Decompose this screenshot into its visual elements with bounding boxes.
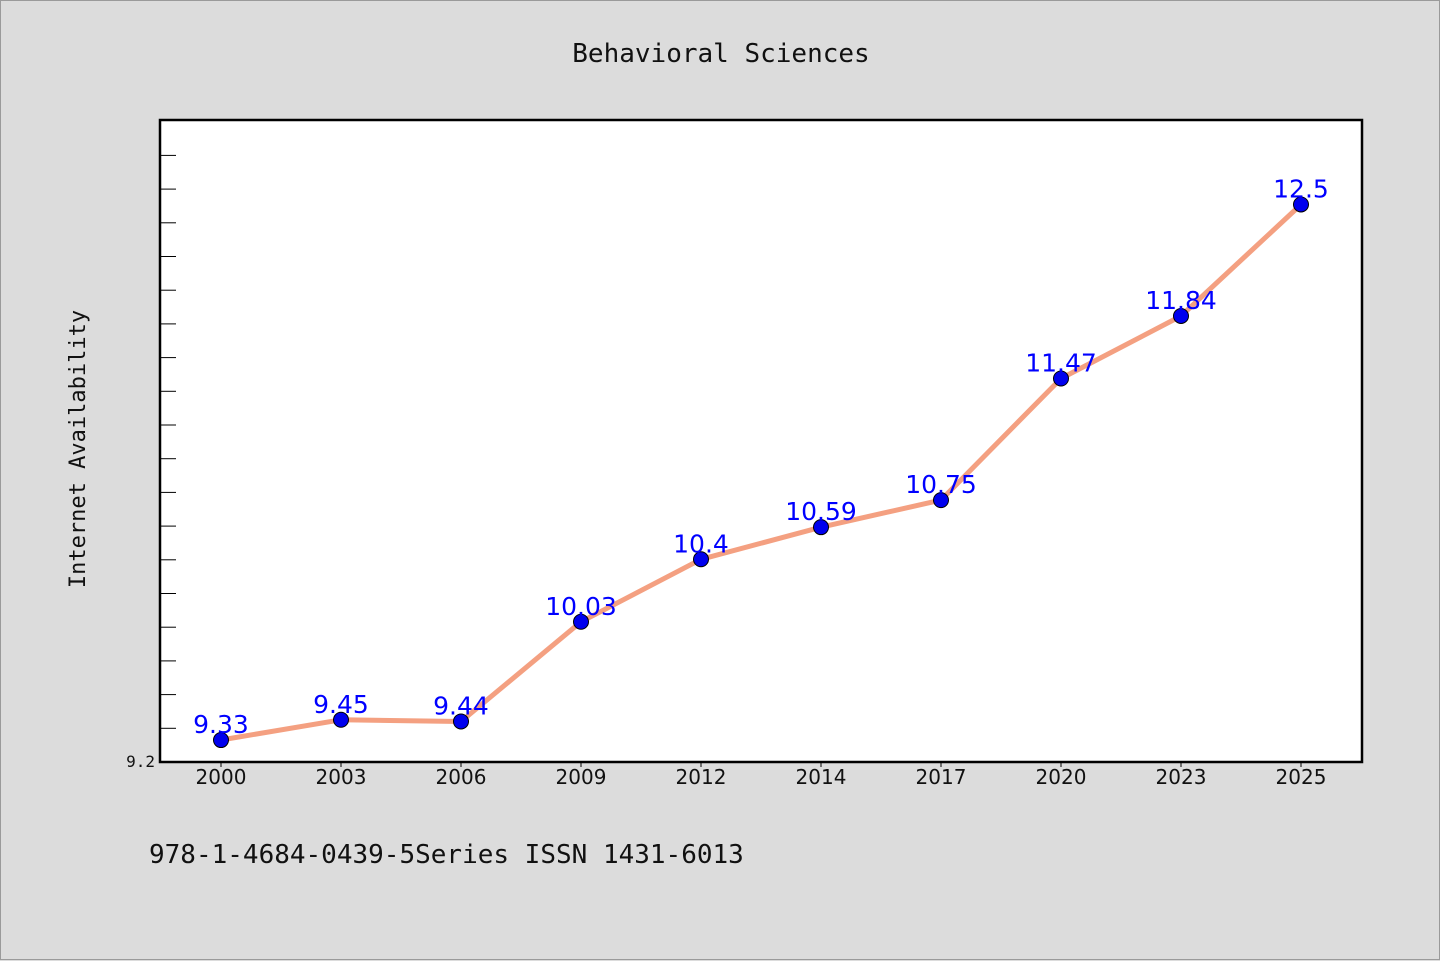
y-axis-minor-ticks: [160, 154, 176, 729]
data-label-layer: 9.33 9.45 9.44 10.03 10.4 10.59 10.75 11.47 11.8…: [193, 174, 1329, 739]
data-label: 9.33: [193, 710, 249, 739]
series-line: [218, 202, 1304, 743]
x-tick-label: 2000: [196, 765, 247, 789]
data-point: [1053, 370, 1069, 387]
data-point: [933, 492, 949, 509]
series-layer: [213, 196, 1309, 749]
data-label: 10.59: [785, 497, 857, 526]
data-label: 11.47: [1025, 348, 1097, 377]
data-point: [693, 551, 709, 568]
data-label: 9.45: [313, 690, 369, 719]
data-label: 10.4: [673, 529, 729, 558]
x-tick-label: 2020: [1036, 765, 1087, 789]
data-point: [213, 732, 229, 749]
x-tick-label: 2023: [1156, 765, 1207, 789]
x-tick-label: 2012: [676, 765, 727, 789]
data-label: 11.84: [1145, 286, 1217, 315]
y-axis-title: Internet Availability: [66, 310, 91, 588]
data-point: [813, 519, 829, 536]
x-tick-label: 2009: [556, 765, 607, 789]
x-tick-label: 2017: [916, 765, 967, 789]
x-tick-label: 2006: [436, 765, 487, 789]
x-tick-label: 2003: [316, 765, 367, 789]
data-label: 9.44: [433, 691, 489, 720]
footer-isbn-text: 978-1-4684-0439-5Series ISSN 1431-6013: [149, 840, 744, 870]
data-label: 10.75: [905, 470, 977, 499]
data-point: [453, 713, 469, 730]
data-point: [573, 613, 589, 630]
data-label: 10.03: [545, 592, 617, 621]
y-axis-min-label: 9.2: [126, 752, 155, 771]
data-point: [1173, 307, 1189, 324]
data-point: [1293, 196, 1309, 213]
plot-area: [158, 118, 1364, 764]
x-axis-ticks: 2000 2003 2006 2009 2012 2014 2017 2020 2023 2025: [196, 762, 1327, 789]
chart-title: Behavioral Sciences: [572, 39, 869, 69]
data-point: [333, 711, 349, 728]
x-tick-label: 2025: [1276, 765, 1327, 789]
data-label: 12.5: [1273, 174, 1329, 203]
x-tick-label: 2014: [796, 765, 847, 789]
